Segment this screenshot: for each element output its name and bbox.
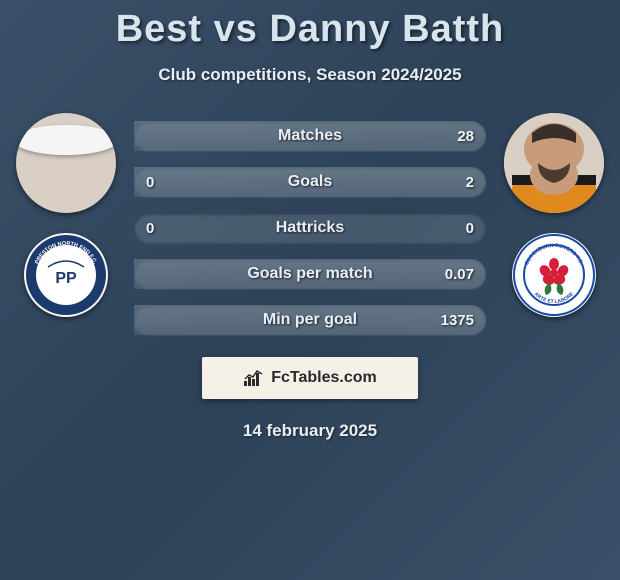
stat-label: Hattricks	[276, 219, 344, 237]
stat-value-left: 0	[146, 174, 154, 191]
stat-row-goals-per-match: Goals per match 0.07	[134, 259, 486, 289]
stat-label: Matches	[278, 127, 342, 145]
stat-value-right: 0.07	[445, 266, 474, 283]
player-right-avatar-icon	[504, 113, 604, 213]
stat-value-right: 0	[466, 220, 474, 237]
preston-badge-icon: PP PRESTON NORTH END F.C.	[24, 233, 108, 317]
stat-label: Min per goal	[263, 311, 357, 329]
club-badge-right: BLACKBURN ROVERS F.C. ARTE ET LABORE	[512, 233, 596, 317]
stat-row-hattricks: 0 Hattricks 0	[134, 213, 486, 243]
fctables-icon	[243, 369, 265, 387]
watermark: FcTables.com	[202, 357, 418, 399]
stat-label: Goals	[288, 173, 332, 191]
stat-row-matches: Matches 28	[134, 121, 486, 151]
club-badge-left: PP PRESTON NORTH END F.C.	[24, 233, 108, 317]
stat-value-right: 2	[466, 174, 474, 191]
blackburn-badge-icon: BLACKBURN ROVERS F.C. ARTE ET LABORE	[512, 233, 596, 317]
player-left-avatar	[16, 113, 116, 213]
left-column: PP PRESTON NORTH END F.C.	[6, 113, 126, 317]
stat-row-min-per-goal: Min per goal 1375	[134, 305, 486, 335]
player-right-avatar	[504, 113, 604, 213]
stat-value-right: 1375	[441, 312, 474, 329]
svg-text:PP: PP	[55, 270, 77, 287]
stat-value-left: 0	[146, 220, 154, 237]
right-column: BLACKBURN ROVERS F.C. ARTE ET LABORE	[494, 113, 614, 317]
stat-value-right: 28	[457, 128, 474, 145]
page-title: Best vs Danny Batth	[0, 0, 620, 51]
date-text: 14 february 2025	[0, 421, 620, 441]
player-left-avatar-placeholder	[16, 125, 116, 155]
stats-column: Matches 28 0 Goals 2 0 Hattricks 0 Goals…	[126, 121, 494, 335]
stat-label: Goals per match	[247, 265, 372, 283]
watermark-text: FcTables.com	[271, 369, 377, 387]
page-subtitle: Club competitions, Season 2024/2025	[0, 65, 620, 85]
stat-row-goals: 0 Goals 2	[134, 167, 486, 197]
comparison-container: PP PRESTON NORTH END F.C. Matches 28 0 G…	[0, 113, 620, 335]
